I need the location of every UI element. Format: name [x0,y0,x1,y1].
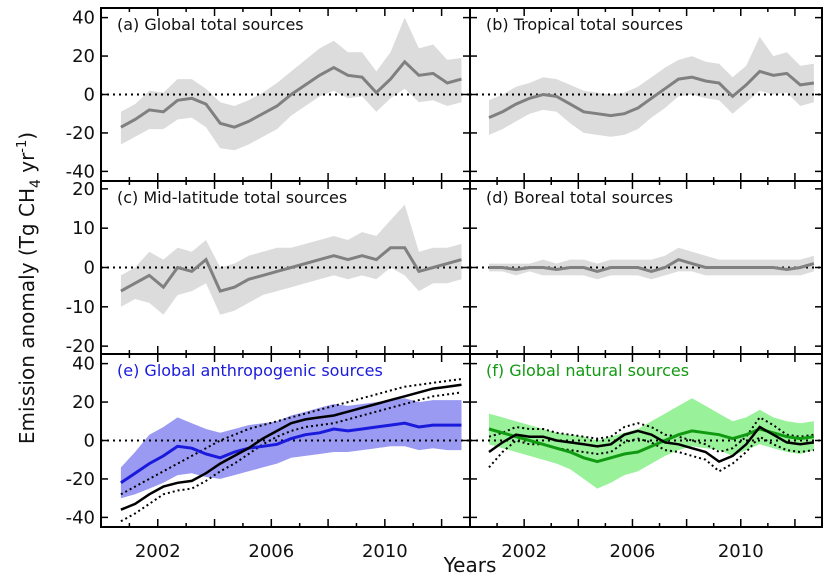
x-tick-label-e: 2006 [248,541,294,562]
y-tick-label-e: 20 [72,392,95,413]
x-tick-label-e: 2010 [362,541,408,562]
y-axis-label: Emission anomaly (Tg CH4 yr-1) [15,132,44,444]
y-tick-label-a: 20 [72,46,95,67]
x-axis-label: Years [443,553,497,576]
mean-line-e [120,421,462,485]
y-tick-label-e: 0 [84,431,95,452]
panel-d: (d) Boreal total sources [469,180,823,355]
y-axis-label-close: ) [15,132,39,140]
uncertainty-band-c [120,204,462,315]
mean-line-b [488,69,815,119]
y-tick-label-c: 10 [72,218,95,239]
panel-title-e: (e) Global anthropogenic sources [117,361,383,380]
panel-e: -40 -20 0 20 40 2002 2006 2010 (e) Global anthro… [66,353,471,562]
y-axis-label-unit: yr [15,152,39,179]
x-tick-label-e: 2002 [135,541,181,562]
y-tick-label-a: 0 [84,85,95,106]
uncertainty-band-b [489,36,814,137]
uncertainty-band-d [489,247,814,280]
x-tick-label-f: 2010 [718,541,764,562]
black-upper-bound-f [488,416,815,454]
panel-title-f: (f) Global natural sources [486,361,689,380]
panel-b: (b) Tropical total sources [469,7,823,182]
x-tick-label-f: 2006 [610,541,656,562]
y-tick-label-a: -40 [66,161,95,182]
panels-group: -40 -20 0 20 40 (a) Global total sources (b) T… [66,7,823,562]
y-axis-label-exp: -1 [15,140,30,153]
y-tick-label-a: 40 [72,8,95,29]
panel-title-a: (a) Global total sources [117,15,304,34]
black-lower-bound-e [120,391,462,523]
y-axis-label-sub: 4 [28,179,44,188]
y-axis-label-main: Emission anomaly (Tg CH [15,188,39,444]
black-line-f [488,425,815,464]
y-tick-label-c: 20 [72,179,95,200]
panel-title-b: (b) Tropical total sources [486,15,683,34]
black-upper-bound-e [120,378,462,496]
y-tick-label-c: -20 [66,336,95,357]
y-tick-label-e: 40 [72,354,95,375]
y-tick-label-a: -20 [66,123,95,144]
mean-line-a [120,59,462,129]
uncertainty-band-a [120,17,462,151]
y-tick-label-e: -40 [66,507,95,528]
y-tick-label-c: 0 [84,258,95,279]
black-line-e [120,383,462,511]
y-tick-label-e: -20 [66,469,95,490]
panel-title-d: (d) Boreal total sources [486,188,673,207]
panel-a: -40 -20 0 20 40 (a) Global total sources [66,7,471,182]
x-tick-label-f: 2002 [501,541,547,562]
uncertainty-band-f [489,398,814,489]
panel-c: -20 -10 0 10 20 (c) Mid-latitude total source… [66,179,471,357]
mean-line-d [489,257,815,273]
mean-line-c [120,246,462,293]
panel-f: 2002 2006 2010 (f) Global natural sources [469,353,823,562]
panel-title-c: (c) Mid-latitude total sources [117,188,347,207]
y-tick-label-c: -10 [66,297,95,318]
